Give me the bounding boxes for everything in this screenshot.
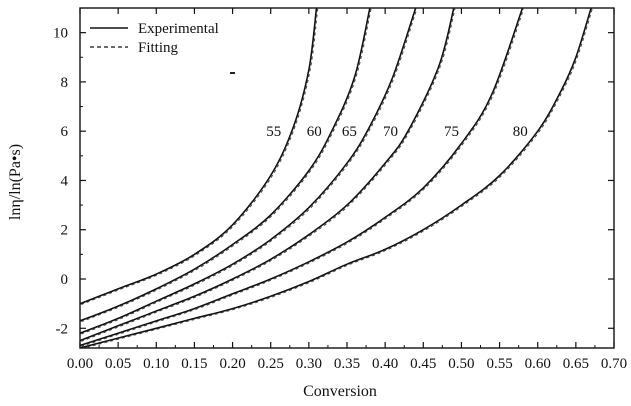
y-axis-title: lnη/ln(Pa•s) (7, 144, 24, 220)
x-tick-label: 0.25 (258, 356, 284, 372)
x-tick-label: 0.60 (525, 356, 551, 372)
x-tick-label: 0.15 (181, 356, 207, 372)
experimental-curve-70 (80, 8, 455, 342)
plot-area-border (79, 7, 615, 349)
x-tick-label: 0.45 (410, 356, 436, 372)
y-tick-label: -2 (56, 321, 69, 337)
experimental-curve-80 (80, 8, 592, 348)
legend-fitting-label: Fitting (138, 40, 179, 56)
fitting-curve-70 (81, 8, 456, 342)
experimental-curve-60 (80, 8, 371, 322)
y-tick-label: 6 (61, 124, 69, 140)
experimental-curve-65 (80, 8, 417, 334)
x-tick-label: 0.50 (448, 356, 474, 372)
y-tick-label: 10 (53, 26, 68, 42)
fitting-curve-55 (81, 8, 319, 305)
curve-label-55: 55 (266, 124, 281, 140)
fitting-curve-75 (81, 8, 525, 347)
y-tick-label: 4 (61, 173, 69, 189)
fitting-curve-80 (81, 8, 593, 349)
y-tick-label: 8 (61, 75, 69, 91)
curve-label-75: 75 (444, 124, 459, 140)
x-tick-label: 0.30 (296, 356, 322, 372)
experimental-curve-75 (80, 8, 524, 347)
curve-labels: 55 60 65 70 75 80 (266, 124, 527, 140)
x-tick-label: 0.10 (143, 356, 169, 372)
x-tick-label: 0.40 (372, 356, 398, 372)
curve-label-70: 70 (383, 124, 398, 140)
plot-frame (79, 7, 615, 349)
fitting-curve-60 (81, 8, 372, 323)
stray-mark (230, 72, 235, 74)
x-axis-title: Conversion (303, 383, 377, 400)
curve-label-65: 65 (342, 124, 357, 140)
x-tick-label: 0.55 (486, 356, 512, 372)
legend: Experimental Fitting (90, 21, 219, 56)
fitting-curve-65 (81, 8, 418, 335)
curve-label-80: 80 (513, 124, 528, 140)
series-layer (80, 8, 593, 349)
y-tick-label: 0 (61, 272, 69, 288)
x-tick-label: 0.20 (219, 356, 245, 372)
x-tick-label: 0.00 (67, 356, 93, 372)
experimental-curve-55 (80, 8, 318, 305)
x-tick-label: 0.35 (334, 356, 360, 372)
x-tick-label: 0.05 (105, 356, 131, 372)
x-tick-label: 0.70 (601, 356, 627, 372)
curve-label-60: 60 (307, 124, 322, 140)
y-axis: -2 0 2 4 6 8 10 (53, 26, 614, 337)
y-tick-label: 2 (61, 223, 69, 239)
x-axis: 0.00 0.05 0.10 0.15 0.20 0.25 0.30 0.35 0.40 0.45… (67, 8, 627, 372)
x-tick-label: 0.65 (563, 356, 589, 372)
legend-experimental-label: Experimental (138, 21, 219, 37)
